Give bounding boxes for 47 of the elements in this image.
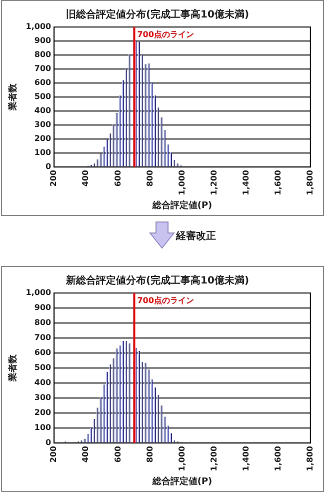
y-tick-label: 200 bbox=[34, 408, 52, 417]
y-tick-label: 0 bbox=[46, 162, 52, 171]
x-tick-label: 1,600 bbox=[273, 445, 282, 472]
y-axis-title: 業者数 bbox=[8, 353, 19, 382]
y-tick-label: 700 bbox=[34, 333, 52, 342]
ref-line-label: 700点のライン bbox=[137, 296, 194, 306]
x-tick-label: 1,800 bbox=[305, 445, 314, 472]
text: 経審改正 bbox=[176, 229, 216, 243]
y-tick-label: 400 bbox=[34, 378, 52, 388]
x-tick-label: 1,400 bbox=[241, 169, 250, 196]
x-tick-label: 1,200 bbox=[209, 445, 218, 472]
y-tick-label: 600 bbox=[34, 348, 52, 358]
x-axis-title: 総合評定値(P) bbox=[151, 200, 212, 211]
chart-title: 旧総合評定値分布(完成工事高10億未満) bbox=[66, 8, 250, 21]
x-tick-label: 600 bbox=[113, 169, 122, 187]
y-axis-title: 業者数 bbox=[8, 82, 19, 112]
y-tick-label: 300 bbox=[34, 120, 52, 130]
x-tick-label: 1,200 bbox=[209, 169, 218, 196]
y-tick-label: 500 bbox=[34, 92, 52, 102]
x-tick-label: 400 bbox=[81, 445, 90, 463]
y-tick-label: 900 bbox=[34, 303, 52, 312]
x-tick-label: 600 bbox=[113, 445, 122, 463]
x-tick-label: 1,000 bbox=[177, 169, 186, 196]
y-tick-label: 100 bbox=[34, 148, 52, 157]
chart-title: 新総合評定値分布(完成工事高10億未満) bbox=[64, 274, 250, 287]
x-tick-label: 1,400 bbox=[241, 445, 250, 472]
y-tick-label: 200 bbox=[34, 134, 52, 143]
y-tick-label: 1,000 bbox=[26, 22, 52, 32]
y-tick-label: 800 bbox=[34, 50, 52, 60]
ref-line-label: 700点のライン bbox=[137, 30, 194, 40]
x-tick-label: 400 bbox=[81, 169, 90, 187]
y-tick-label: 300 bbox=[34, 393, 52, 402]
y-tick-label: 700 bbox=[34, 64, 52, 74]
y-tick-label: 1,000 bbox=[26, 288, 52, 298]
y-tick-label: 600 bbox=[34, 78, 52, 88]
y-tick-label: 400 bbox=[34, 106, 52, 116]
x-tick-label: 800 bbox=[145, 445, 154, 463]
x-tick-label: 1,600 bbox=[273, 169, 282, 196]
x-tick-label: 800 bbox=[145, 169, 154, 187]
y-tick-label: 800 bbox=[34, 318, 52, 328]
x-tick-label: 1,800 bbox=[305, 169, 314, 196]
y-tick-label: 900 bbox=[34, 36, 52, 46]
y-tick-label: 100 bbox=[34, 422, 52, 432]
x-tick-label: 1,000 bbox=[177, 445, 186, 472]
x-axis-title: 総合評定値(P) bbox=[151, 476, 212, 487]
y-tick-label: 0 bbox=[46, 438, 52, 447]
y-tick-label: 500 bbox=[34, 363, 52, 372]
